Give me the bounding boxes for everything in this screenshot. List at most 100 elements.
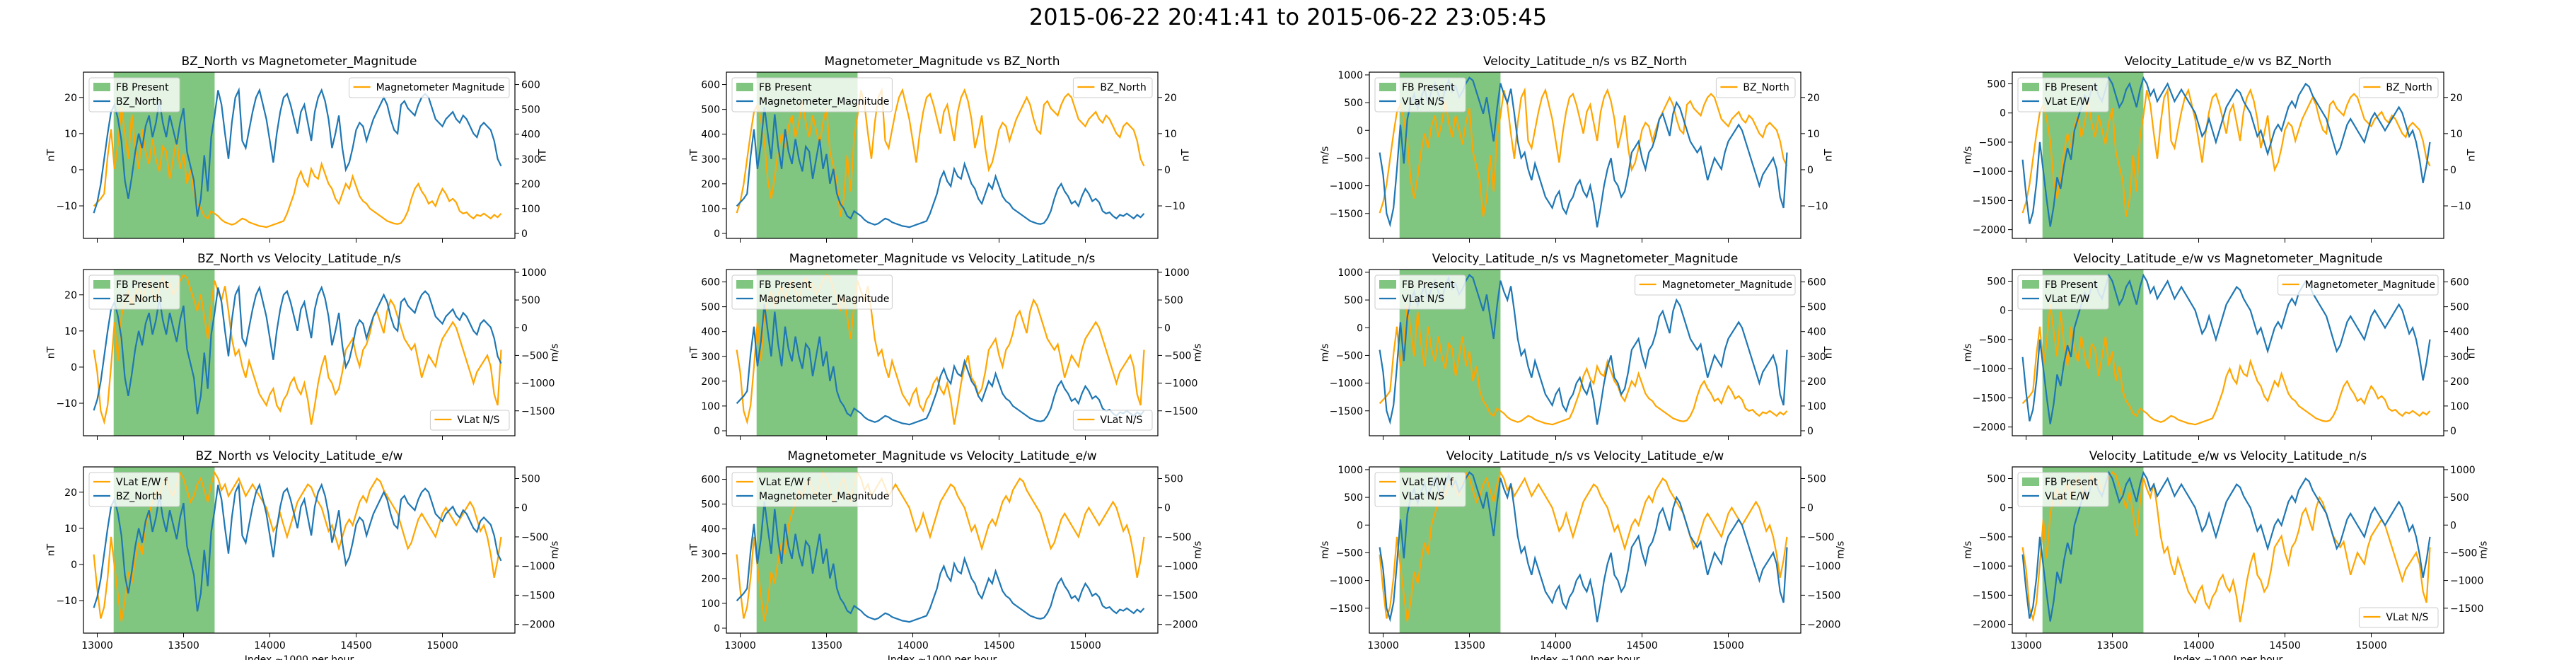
series-line-mag <box>2021 303 2431 426</box>
right-tick-label: 500 <box>1807 473 1826 485</box>
subplot-title: BZ_North vs Magnetometer_Magnitude <box>182 54 417 69</box>
subplot-title: BZ_North vs Velocity_Latitude_e/w <box>196 449 403 463</box>
left-tick-label: 0 <box>1357 520 1363 531</box>
legend-fb-swatch <box>2022 280 2039 289</box>
series-line-bz <box>93 87 502 217</box>
legend-left: VLat E/W f Magnetometer_Magnitude <box>731 472 893 507</box>
legend-label: BZ_North <box>1100 82 1146 93</box>
left-tick-label: −1500 <box>1973 590 2006 601</box>
legend-box <box>88 274 180 310</box>
subplot-5: BZ_North vs Velocity_Latitude_n/s −10 0 10 2… <box>46 252 561 440</box>
subplot-title: Velocity_Latitude_n/s vs Magnetometer_Ma… <box>1432 252 1739 266</box>
right-tick-label: 300 <box>1807 352 1826 363</box>
right-tick-label: −1500 <box>2450 603 2483 615</box>
left-tick-label: 0 <box>71 165 77 176</box>
right-tick-label: −2000 <box>521 620 555 631</box>
right-tick-label: 0 <box>1807 503 1814 514</box>
series-line-mag <box>1379 303 1788 426</box>
left-tick-label: 0 <box>1357 125 1363 137</box>
series-line-mag <box>736 501 1145 623</box>
legend-box <box>1374 274 1466 310</box>
legend-label: BZ_North <box>116 491 162 502</box>
left-tick-label: −1500 <box>1330 209 1363 220</box>
left-tick-label: 600 <box>701 475 720 486</box>
legend-fb-swatch <box>2022 477 2039 486</box>
left-tick-label: 300 <box>701 352 720 363</box>
left-tick-label: −1500 <box>1973 195 2006 207</box>
legend-right: Magnetometer_Magnitude <box>2278 274 2439 296</box>
subplot-8: Velocity_Latitude_e/w vs Magnetometer_Ma… <box>1963 252 2478 440</box>
subplot-title: Velocity_Latitude_e/w vs Magnetometer_Ma… <box>2073 252 2382 266</box>
left-tick-label: 500 <box>1987 276 2006 287</box>
left-tick-label: 200 <box>701 574 720 585</box>
plot-frame <box>1369 269 1802 436</box>
left-tick-label: −500 <box>1979 335 2006 346</box>
legend-left: FB Present Magnetometer_Magnitude <box>731 274 893 310</box>
right-tick-label: −500 <box>1164 350 1191 361</box>
right-tick-label: 0 <box>1807 426 1814 437</box>
right-tick-label: 500 <box>521 473 540 485</box>
x-tick-label: 15000 <box>2355 640 2387 652</box>
plot-frame <box>83 466 516 634</box>
right-tick-label: 400 <box>521 129 540 141</box>
right-axis-label: nT <box>2466 149 2478 161</box>
legend-right: Magnetometer_Magnitude <box>1635 274 1796 296</box>
subplot-title: Magnetometer_Magnitude vs Velocity_Latit… <box>787 449 1096 463</box>
right-tick-label: −1000 <box>521 561 555 572</box>
left-tick-label: −2000 <box>1973 620 2006 631</box>
legend-left: FB Present VLat N/S <box>1374 274 1466 310</box>
left-tick-label: 0 <box>71 362 77 374</box>
plot-frame <box>83 269 516 436</box>
left-tick-label: 0 <box>714 426 720 437</box>
subplot-title: Velocity_Latitude_n/s vs Velocity_Latitu… <box>1446 449 1724 463</box>
right-tick-label: 10 <box>1807 129 1820 140</box>
x-tick-label: 14000 <box>254 640 286 652</box>
left-tick-label: −10 <box>56 596 77 607</box>
right-tick-label: −2000 <box>1164 620 1197 631</box>
left-tick-label: 1000 <box>1338 70 1363 81</box>
legend-box <box>731 472 893 507</box>
x-axis-label: Index ~1000 per hour <box>2174 654 2283 660</box>
legend-fb-swatch <box>93 280 110 289</box>
subplot-title: BZ_North vs Velocity_Latitude_n/s <box>197 252 401 266</box>
legend-box <box>1715 77 1796 98</box>
figure-title: 2015-06-22 20:41:41 to 2015-06-22 23:05:… <box>1028 4 1548 30</box>
right-tick-label: 1000 <box>521 267 547 279</box>
x-tick-label: 13500 <box>1454 640 1485 652</box>
legend-fb-swatch <box>2022 83 2039 91</box>
right-tick-label: −1000 <box>1164 378 1197 390</box>
legend-label: VLat N/S <box>1402 96 1444 108</box>
legend-label: Magnetometer_Magnitude <box>759 294 889 305</box>
left-tick-label: 500 <box>1344 295 1363 306</box>
right-tick-label: 500 <box>1807 302 1826 313</box>
left-axis-label: m/s <box>1963 541 1974 560</box>
left-tick-label: −10 <box>56 398 77 410</box>
legend-label: FB Present <box>759 279 812 291</box>
legend-label: VLat E/W f <box>116 477 168 488</box>
right-tick-label: 200 <box>2450 376 2469 388</box>
legend-label: FB Present <box>1402 279 1455 291</box>
left-tick-label: 600 <box>701 80 720 91</box>
right-tick-label: −1500 <box>1164 590 1197 601</box>
right-tick-label: 1000 <box>1164 267 1190 279</box>
left-tick-label: 0 <box>1357 323 1363 334</box>
right-axis-label: nT <box>1823 346 1835 359</box>
legend-label: VLat E/W f <box>1402 477 1454 488</box>
legend-right: VLat N/S <box>429 410 510 431</box>
legend-right: VLat N/S <box>1072 410 1153 431</box>
plot-frame <box>1369 466 1802 634</box>
left-tick-label: −500 <box>1336 548 1363 559</box>
right-tick-label: 400 <box>1807 327 1826 338</box>
legend-box <box>1374 472 1466 507</box>
legend-label: VLat N/S <box>457 415 499 426</box>
left-tick-label: 0 <box>2000 503 2006 514</box>
left-tick-label: −2000 <box>1973 422 2006 434</box>
right-tick-label: 400 <box>2450 327 2469 338</box>
legend-left: FB Present VLat E/W <box>2017 472 2109 507</box>
right-tick-label: 0 <box>1164 323 1171 334</box>
right-tick-label: 0 <box>2450 426 2456 437</box>
left-tick-label: 300 <box>701 154 720 166</box>
right-axis-label: m/s <box>1835 541 1847 560</box>
right-tick-label: 500 <box>521 295 540 306</box>
